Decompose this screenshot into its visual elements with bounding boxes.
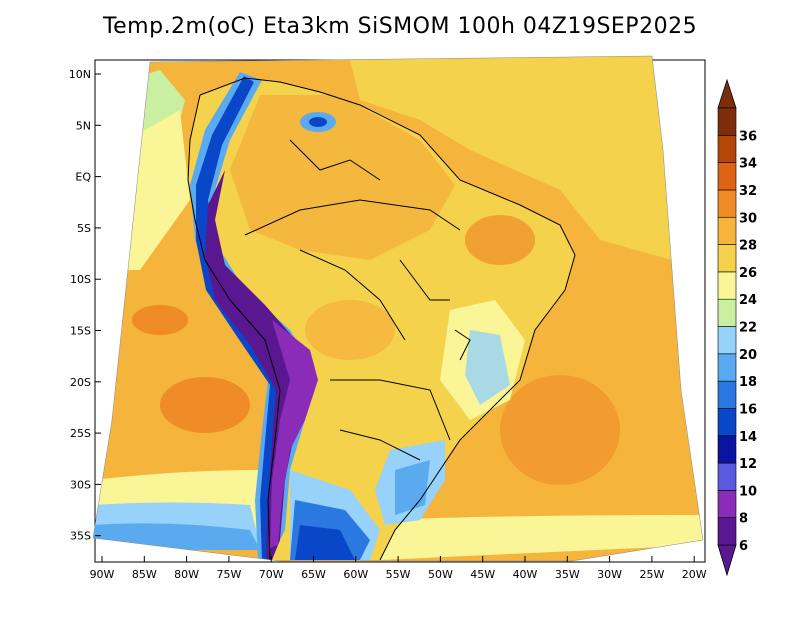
domain-outline — [92, 55, 704, 562]
lon-tick-label: 80W — [174, 568, 199, 581]
colorbar-label: 14 — [739, 430, 757, 445]
longitude-axis: 90W 85W 80W 75W 70W 65W 60W 55W 50W 45W 40W 35W 30W 2… — [90, 556, 707, 581]
colorbar-label: 32 — [739, 184, 757, 199]
colorbar-swatch — [717, 298, 737, 327]
south-atlantic-cool-band — [380, 515, 703, 560]
lon-tick-label: 45W — [470, 568, 495, 581]
atlantic-warm-patch — [500, 375, 620, 485]
colorbar-label: 28 — [739, 239, 757, 254]
colorbar-swatch — [717, 326, 737, 355]
colorbar-label: 18 — [739, 375, 757, 390]
lat-tick-label: 20S — [70, 376, 91, 389]
colorbar-swatch — [717, 162, 737, 191]
lon-tick-label: 25W — [639, 568, 664, 581]
colorbar-swatch — [717, 216, 737, 245]
lon-tick-label: 55W — [386, 568, 411, 581]
colorbar-label: 8 — [739, 512, 748, 527]
colorbar-swatch — [717, 244, 737, 273]
border-line — [399, 259, 450, 301]
lon-tick-label: 90W — [90, 568, 115, 581]
colorbar-label: 10 — [739, 484, 757, 499]
colorbar: 6 8 10 12 14 16 18 20 22 24 26 28 30 32 34 36 — [717, 78, 757, 577]
temperature-field — [93, 56, 703, 561]
colorbar-swatch — [717, 189, 737, 218]
lat-tick-label: 5S — [77, 222, 91, 235]
colorbar-label: 26 — [739, 266, 757, 281]
colorbar-swatch — [717, 353, 737, 382]
land-warm-patch — [465, 215, 535, 265]
lon-tick-label: 50W — [428, 568, 453, 581]
southeast-brazil-cool-zone — [465, 330, 510, 405]
lon-tick-label: 70W — [259, 568, 284, 581]
lat-tick-label: 15S — [70, 325, 91, 338]
colorbar-label: 24 — [739, 293, 757, 308]
colorbar-label: 16 — [739, 402, 757, 417]
lat-tick-label: 30S — [70, 478, 91, 491]
colorbar-label: 34 — [739, 157, 757, 172]
map-title: Temp.2m(oC) Eta3km SiSMOM 100h 04Z19SEP2… — [102, 14, 698, 39]
colorbar-swatch — [717, 380, 737, 409]
colorbar-swatch — [717, 462, 737, 491]
pacific-warm-patch — [160, 377, 250, 433]
colorbar-min-arrow — [717, 544, 737, 577]
colorbar-label: 12 — [739, 457, 757, 472]
colorbar-max-arrow — [717, 78, 737, 109]
colorbar-label: 36 — [739, 129, 757, 144]
latitude-axis: 10N 5N EQ 5S 10S 15S 20S 25S 30S 35S — [69, 68, 101, 543]
colorbar-swatch — [717, 517, 737, 546]
border-line — [289, 139, 381, 181]
lon-tick-label: 60W — [343, 568, 368, 581]
coastline — [199, 77, 576, 561]
border-line — [339, 429, 421, 461]
lon-tick-label: 30W — [597, 568, 622, 581]
colorbar-label: 30 — [739, 211, 757, 226]
border-line — [244, 199, 461, 236]
land-warm-patch — [305, 300, 395, 360]
lat-tick-label: EQ — [75, 171, 91, 184]
pacific-warm-patch — [132, 305, 188, 335]
lon-tick-label: 20W — [682, 568, 707, 581]
lon-tick-label: 65W — [301, 568, 326, 581]
colorbar-swatch — [717, 271, 737, 300]
coastline — [187, 94, 281, 561]
colorbar-swatch — [717, 490, 737, 518]
lon-tick-label: 40W — [513, 568, 538, 581]
colorbar-swatch — [717, 135, 737, 163]
colorbar-label: 6 — [739, 539, 748, 554]
border-line — [330, 379, 451, 441]
andes-cold-band — [270, 320, 318, 548]
border-line — [454, 329, 471, 361]
lon-tick-label: 85W — [132, 568, 157, 581]
lat-tick-label: 35S — [70, 530, 91, 543]
political-borders — [187, 77, 576, 561]
colorbar-swatch — [717, 408, 737, 437]
south-brazil-cool-zone — [395, 460, 430, 515]
colorbar-swatch — [717, 435, 737, 464]
colorbar-label: 22 — [739, 321, 757, 336]
highland-cool-spot — [309, 117, 327, 127]
lon-tick-label: 75W — [216, 568, 241, 581]
lat-tick-label: 10S — [70, 273, 91, 286]
border-line — [299, 249, 406, 341]
southern-cone-cool-zone — [295, 525, 355, 560]
lat-tick-label: 25S — [70, 427, 91, 440]
lat-tick-label: 5N — [76, 119, 91, 132]
colorbar-label: 20 — [739, 348, 757, 363]
colorbar-swatch — [717, 107, 737, 136]
lat-tick-label: 10N — [69, 68, 91, 81]
lon-tick-label: 35W — [555, 568, 580, 581]
land-warm-patch — [230, 95, 455, 260]
atlantic-cool-zone — [350, 56, 672, 260]
